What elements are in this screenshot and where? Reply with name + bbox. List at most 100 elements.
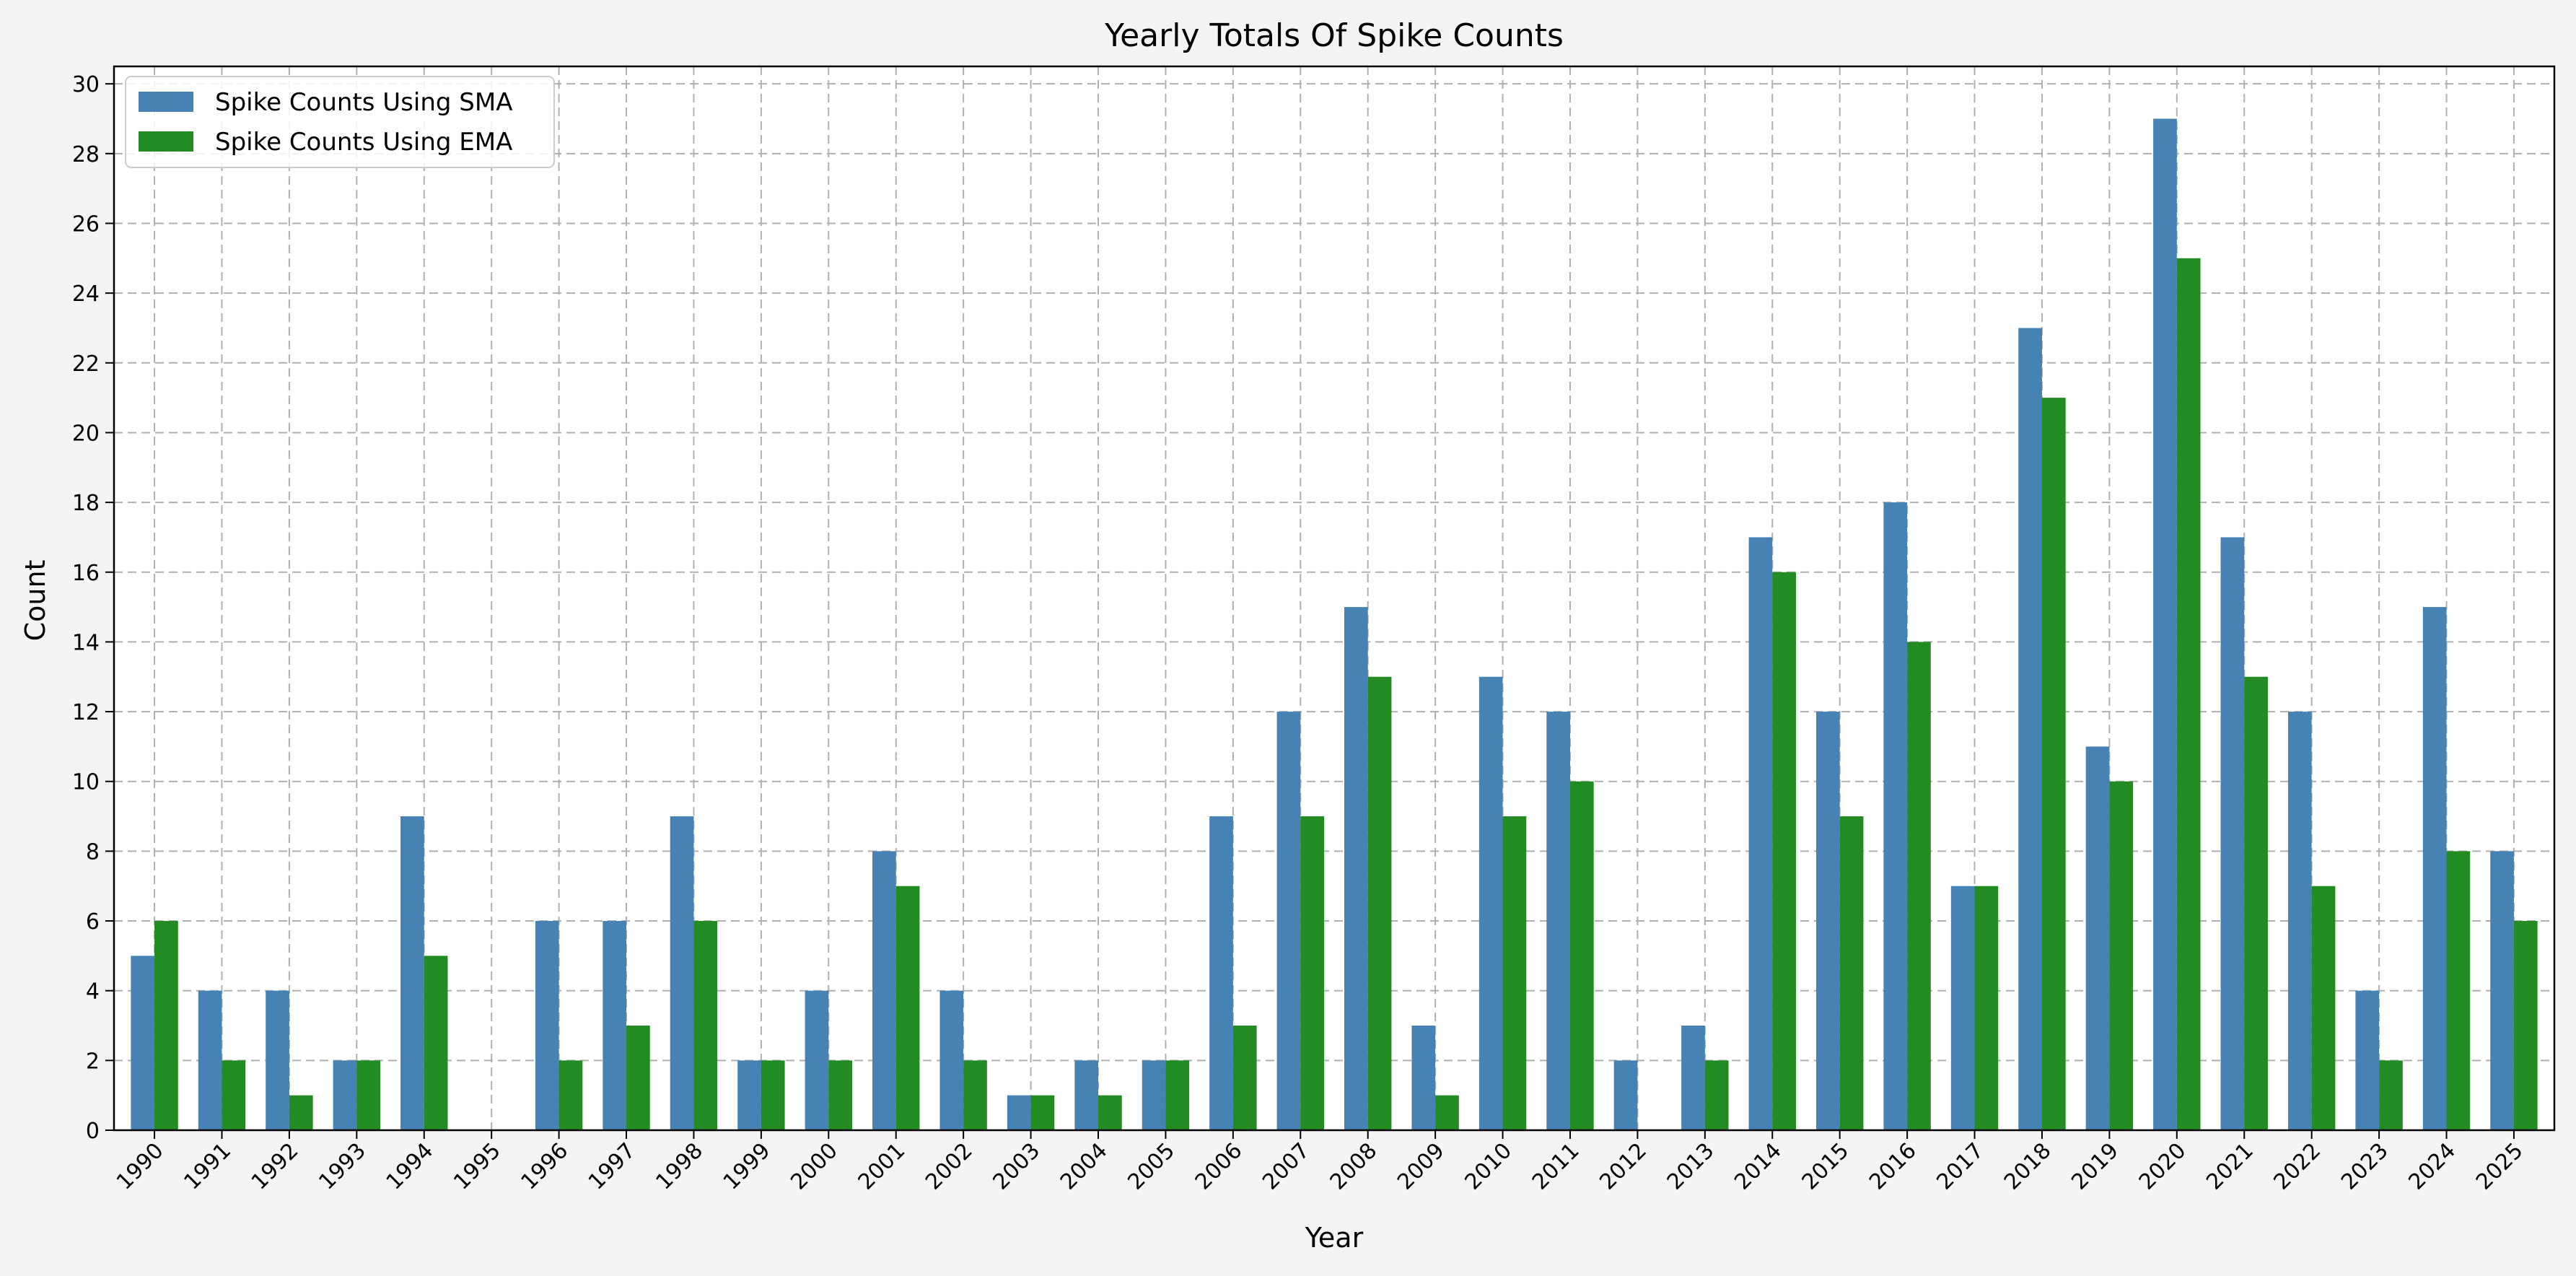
y-tick-label: 0 xyxy=(86,1119,100,1144)
bar-ema-1996 xyxy=(558,1060,583,1130)
bar-sma-2003 xyxy=(1007,1095,1031,1130)
bar-ema-1990 xyxy=(154,921,178,1130)
y-tick-label: 8 xyxy=(86,839,100,865)
bar-sma-2019 xyxy=(2085,746,2110,1130)
y-tick-label: 4 xyxy=(86,979,100,1005)
bar-sma-1997 xyxy=(603,921,627,1130)
bar-sma-2015 xyxy=(1815,712,1840,1130)
bar-ema-2025 xyxy=(2513,921,2538,1130)
bar-sma-1993 xyxy=(333,1060,357,1130)
x-axis-label: Year xyxy=(1305,1222,1364,1254)
bar-sma-2005 xyxy=(1142,1060,1166,1130)
bar-sma-2025 xyxy=(2490,851,2514,1130)
bar-ema-1999 xyxy=(761,1060,785,1130)
bar-ema-2006 xyxy=(1232,1026,1257,1130)
bar-sma-1996 xyxy=(535,921,559,1130)
bar-sma-2011 xyxy=(1546,712,1570,1130)
bar-ema-2017 xyxy=(1974,886,1999,1130)
bar-sma-2013 xyxy=(1681,1026,1705,1130)
y-tick-label: 14 xyxy=(72,630,100,655)
bar-ema-2019 xyxy=(2109,781,2134,1130)
plot-area xyxy=(114,66,2554,1130)
bar-ema-2009 xyxy=(1435,1095,1459,1130)
bar-sma-1999 xyxy=(737,1060,761,1130)
legend-label-ema: Spike Counts Using EMA xyxy=(215,128,512,157)
y-tick-label: 26 xyxy=(72,211,100,237)
bar-ema-2022 xyxy=(2311,886,2336,1130)
bar-ema-2020 xyxy=(2176,258,2201,1131)
bar-sma-2014 xyxy=(1748,537,1773,1130)
bar-ema-2007 xyxy=(1300,816,1324,1130)
bar-ema-1991 xyxy=(222,1060,246,1130)
chart-title: Yearly Totals Of Spike Counts xyxy=(1104,17,1564,54)
y-tick-label: 12 xyxy=(72,700,100,725)
bar-ema-2000 xyxy=(828,1060,853,1130)
bar-sma-2009 xyxy=(1411,1026,1436,1130)
legend-swatch-ema xyxy=(139,131,193,152)
bar-sma-2016 xyxy=(1883,502,1908,1130)
bar-sma-2022 xyxy=(2287,712,2312,1130)
bar-ema-2008 xyxy=(1367,676,1392,1130)
y-tick-label: 22 xyxy=(72,351,100,377)
bar-sma-1998 xyxy=(670,816,694,1130)
y-tick-label: 24 xyxy=(72,281,100,307)
bar-sma-1992 xyxy=(266,990,289,1130)
bar-ema-2003 xyxy=(1030,1095,1055,1130)
bar-ema-2004 xyxy=(1098,1095,1122,1130)
bar-sma-2021 xyxy=(2220,537,2245,1130)
bar-ema-1994 xyxy=(424,956,448,1130)
bar-ema-2023 xyxy=(2379,1060,2403,1130)
bar-ema-1998 xyxy=(693,921,718,1130)
y-axis-label: Count xyxy=(19,560,51,642)
bar-sma-2006 xyxy=(1209,816,1233,1130)
bar-sma-2012 xyxy=(1613,1060,1638,1130)
bar-ema-2011 xyxy=(1569,781,1594,1130)
bar-ema-2018 xyxy=(2041,398,2066,1130)
bar-sma-2002 xyxy=(939,990,964,1130)
bar-sma-1991 xyxy=(198,990,222,1130)
bar-ema-2001 xyxy=(895,886,920,1130)
bar-ema-2005 xyxy=(1165,1060,1190,1130)
grid xyxy=(114,66,2554,1131)
bar-sma-2004 xyxy=(1074,1060,1099,1130)
bar-sma-2000 xyxy=(805,990,829,1130)
bars xyxy=(131,118,2538,1131)
legend-box xyxy=(125,76,555,168)
bar-sma-2020 xyxy=(2153,118,2177,1130)
bar-ema-2021 xyxy=(2244,676,2268,1130)
bar-sma-2023 xyxy=(2355,990,2380,1130)
bar-ema-2015 xyxy=(1839,816,1864,1130)
bar-sma-2008 xyxy=(1344,607,1368,1130)
y-tick-label: 6 xyxy=(86,909,100,935)
y-tick-label: 20 xyxy=(72,421,100,446)
bar-sma-2001 xyxy=(872,851,896,1130)
y-tick-label: 30 xyxy=(72,72,100,97)
bar-ema-1993 xyxy=(356,1060,381,1130)
bar-sma-2024 xyxy=(2422,607,2447,1130)
bar-sma-2010 xyxy=(1478,676,1503,1130)
bar-sma-1994 xyxy=(400,816,424,1130)
bar-sma-2007 xyxy=(1276,712,1301,1130)
y-tick-label: 2 xyxy=(86,1049,100,1074)
bar-ema-1997 xyxy=(626,1026,650,1130)
legend-label-sma: Spike Counts Using SMA xyxy=(215,88,512,117)
bar-ema-1992 xyxy=(289,1095,313,1130)
bar-ema-2013 xyxy=(1704,1060,1729,1130)
bar-ema-2016 xyxy=(1907,642,1931,1130)
y-tick-label: 16 xyxy=(72,561,100,586)
bar-ema-2024 xyxy=(2446,851,2471,1130)
bar-ema-2014 xyxy=(1772,572,1796,1130)
bar-sma-1990 xyxy=(131,956,155,1130)
y-tick-label: 18 xyxy=(72,491,100,516)
bar-ema-2002 xyxy=(963,1060,987,1130)
legend-swatch-sma xyxy=(139,92,193,112)
plot-frame xyxy=(113,65,2556,1132)
y-tick-label: 28 xyxy=(72,142,100,167)
bar-ema-2010 xyxy=(1502,816,1527,1130)
bar-sma-2018 xyxy=(2018,328,2042,1131)
y-tick-label: 10 xyxy=(72,770,100,795)
bar-sma-2017 xyxy=(1950,886,1975,1130)
legend: Spike Counts Using SMA Spike Counts Usin… xyxy=(125,76,555,168)
